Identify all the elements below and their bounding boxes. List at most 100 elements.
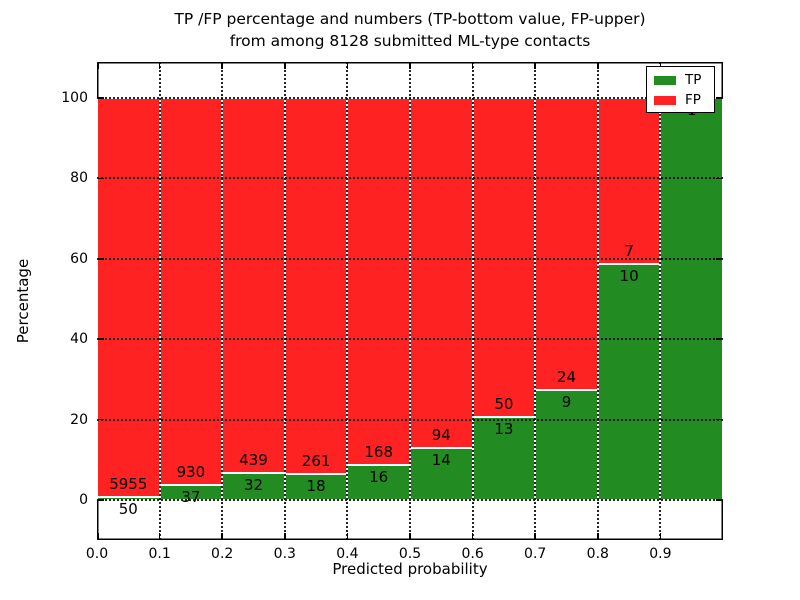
x-tick-mark [158, 533, 161, 539]
y-tick-mark [716, 418, 722, 421]
x-tick-label: 0.4 [336, 546, 359, 562]
y-tick-mark [98, 258, 104, 260]
x-tick-mark [346, 63, 349, 69]
y-gridline [97, 177, 723, 180]
tp-count-label: 10 [619, 266, 639, 285]
y-tick-label: 0 [79, 492, 88, 508]
plot-area: TP FP 5955 50 930 37 439 32 261 18 168 16 94 14 50 13… [61, 62, 723, 562]
y-tick-label: 80 [70, 170, 88, 187]
x-tick-label: 0.2 [211, 546, 234, 562]
y-gridline [97, 418, 723, 421]
x-tick-mark [534, 533, 536, 539]
x-tick-mark [221, 63, 223, 69]
x-gridline [346, 62, 349, 540]
tp-count-label: 50 [118, 499, 138, 518]
x-tick-mark [284, 533, 286, 539]
x-tick-mark [409, 63, 411, 69]
bar-fp-segment [159, 98, 223, 485]
tp-count-label: 14 [431, 450, 451, 469]
x-gridline [221, 62, 224, 540]
y-tick-mark [716, 258, 722, 260]
y-tick-mark [98, 97, 104, 99]
x-tick-mark [597, 533, 599, 539]
tp-count-label: 9 [561, 393, 572, 412]
x-tick-label: 0.3 [273, 546, 296, 562]
bar-fp-segment [222, 98, 285, 473]
chart-title-line2: from among 8128 submitted ML-type contac… [229, 32, 591, 50]
x-tick-label: 0.6 [461, 546, 484, 562]
y-tick-label: 20 [70, 411, 88, 428]
bar-fp-segment [97, 98, 160, 497]
x-tick-mark [471, 533, 474, 539]
fp-count-label: 24 [556, 368, 577, 387]
y-axis-label: Percentage [14, 258, 32, 344]
x-gridline [158, 62, 161, 540]
y-tick-mark [98, 499, 104, 501]
y-tick-label: 100 [61, 90, 88, 106]
x-tick-label: 0.7 [524, 546, 547, 562]
tp-count-label: 37 [181, 487, 201, 506]
fp-count-label: 5955 [109, 474, 148, 493]
y-tick-mark [716, 338, 722, 340]
y-gridline [97, 97, 723, 99]
legend-item-tp: TP [647, 70, 714, 90]
y-tick-label: 60 [70, 250, 88, 267]
x-gridline [283, 62, 286, 540]
x-gridline [409, 62, 411, 540]
x-tick-mark [471, 63, 474, 69]
tp-count-label: 32 [243, 475, 264, 494]
bar-fp-segment [410, 98, 473, 448]
x-tick-mark [97, 63, 99, 69]
bar-tp-segment [597, 263, 661, 500]
bar-fp-segment [347, 98, 410, 466]
tp-count-label: 16 [369, 468, 389, 487]
fp-count-label: 168 [364, 443, 394, 462]
fp-count-label: 261 [301, 452, 331, 471]
y-tick-mark [98, 338, 104, 340]
fp-count-label: 930 [176, 462, 206, 481]
x-tick-label: 0.1 [148, 546, 171, 562]
x-tick-mark [158, 63, 161, 69]
x-tick-mark [97, 533, 99, 539]
fp-color-swatch [654, 95, 676, 105]
y-tick-label: 40 [70, 331, 88, 348]
y-tick-mark [716, 97, 722, 99]
chart-title-line1: TP /FP percentage and numbers (TP-bottom… [174, 10, 646, 28]
x-tick-mark [221, 533, 223, 539]
legend-item-fp: FP [647, 90, 714, 110]
y-tick-mark [716, 499, 722, 501]
tp-color-swatch [654, 75, 676, 85]
x-gridline [596, 62, 599, 540]
x-tick-mark [284, 63, 286, 69]
legend-label-fp: FP [685, 92, 701, 108]
fp-count-label: 50 [494, 395, 514, 414]
fp-count-label: 7 [624, 241, 634, 260]
x-gridline [471, 62, 474, 540]
x-tick-mark [721, 533, 723, 539]
x-tick-label: 0.0 [85, 546, 109, 562]
x-tick-mark [534, 63, 536, 69]
x-tick-mark [721, 63, 723, 69]
y-tick-mark [716, 177, 722, 180]
x-gridline [659, 62, 662, 540]
x-tick-label: 0.5 [398, 546, 422, 562]
x-tick-label: 0.9 [649, 546, 672, 562]
legend: TP FP [646, 66, 715, 113]
chart-title: TP /FP percentage and numbers (TP-bottom… [97, 8, 723, 52]
tp-count-label: 13 [494, 420, 514, 439]
tp-count-label: 18 [306, 477, 326, 496]
bar-tp-segment [660, 98, 723, 500]
y-tick-mark [98, 177, 104, 180]
x-tick-mark [659, 533, 662, 539]
bar-fp-segment [597, 98, 661, 264]
y-tick-mark [98, 418, 104, 421]
x-tick-mark [597, 63, 599, 69]
bar-fp-segment [535, 98, 598, 391]
x-tick-mark [409, 533, 411, 539]
x-tick-mark [346, 533, 349, 539]
x-tick-label: 0.8 [586, 546, 609, 562]
x-axis-label: Predicted probability [332, 560, 488, 578]
y-gridline [97, 257, 723, 260]
legend-label-tp: TP [685, 72, 702, 88]
